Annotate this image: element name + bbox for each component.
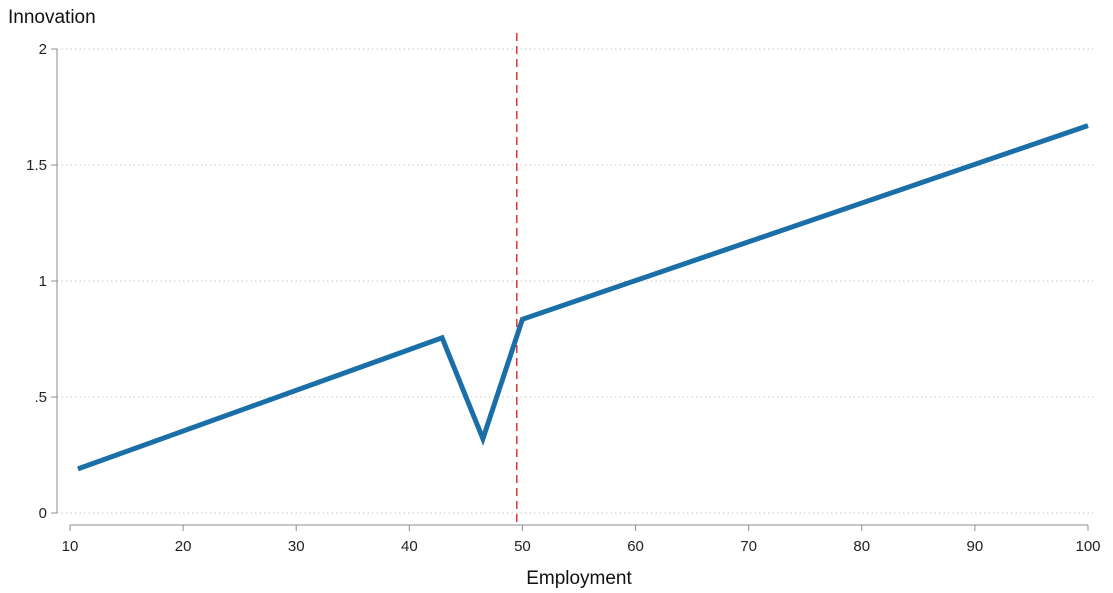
y-axis-ticks: 0 .5 1 1.5 2 xyxy=(26,41,57,522)
x-tick-label: 70 xyxy=(740,538,757,555)
y-tick-label: 2 xyxy=(39,41,47,58)
x-tick-label: 90 xyxy=(967,538,984,555)
x-tick-label: 50 xyxy=(514,538,531,555)
y-tick-label: 1 xyxy=(39,273,47,290)
y-tick-label: .5 xyxy=(34,389,47,406)
x-tick-label: 100 xyxy=(1075,538,1100,555)
y-axis-title: Innovation xyxy=(8,7,96,28)
x-tick-label: 10 xyxy=(62,538,79,555)
series xyxy=(77,123,1089,472)
x-tick-label: 80 xyxy=(853,538,870,555)
series-line xyxy=(77,123,1089,472)
y-tick-label: 0 xyxy=(39,505,47,522)
x-tick-label: 40 xyxy=(401,538,418,555)
x-axis-title: Employment xyxy=(526,568,632,589)
axes xyxy=(56,49,1088,526)
x-tick-label: 60 xyxy=(627,538,644,555)
x-tick-label: 30 xyxy=(288,538,305,555)
x-axis-ticks: 10 20 30 40 50 60 70 80 90 100 xyxy=(62,525,1101,555)
y-tick-label: 1.5 xyxy=(26,157,47,174)
gridlines xyxy=(57,48,1094,514)
x-tick-label: 20 xyxy=(175,538,192,555)
